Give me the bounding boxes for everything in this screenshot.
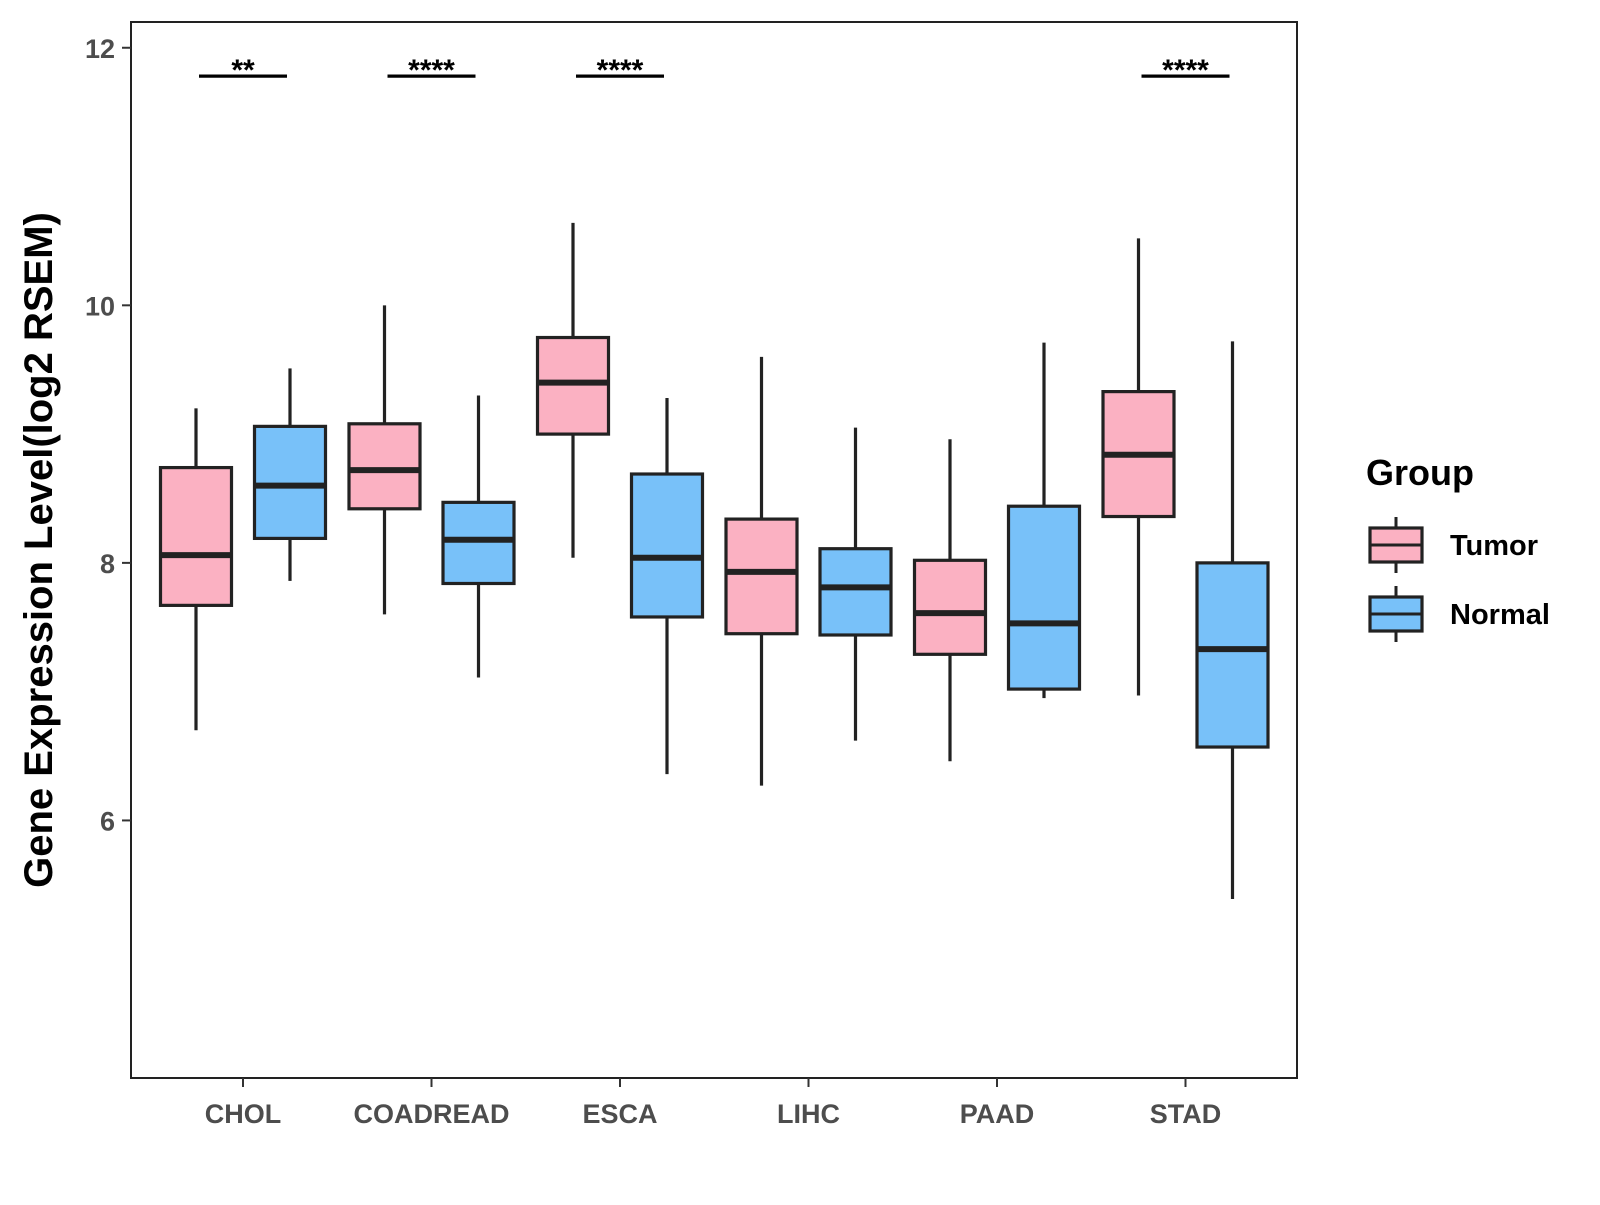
box-normal-esca [629, 398, 705, 775]
x-axis: CHOL COADREAD ESCA LIHC PAAD STAD [205, 1078, 1222, 1129]
box-normal-chol [252, 368, 328, 581]
legend-label: Normal [1450, 599, 1550, 631]
significance-label: **** [1162, 54, 1209, 87]
box-body [629, 472, 705, 619]
box-tumor-esca [535, 222, 611, 558]
x-tick-label: CHOL [205, 1099, 282, 1129]
box-tumor-lihc [724, 356, 799, 786]
y-tick-label: 12 [85, 34, 115, 64]
box-tumor-coadread [347, 305, 422, 615]
y-axis: 6 8 10 12 [85, 34, 131, 836]
box-tumor-stad [1101, 238, 1176, 696]
box-body [252, 424, 328, 541]
box-tumor-chol [158, 408, 234, 731]
x-tick-label: COADREAD [353, 1099, 509, 1129]
significance-label: **** [408, 54, 455, 87]
box-tumor-paad [912, 439, 988, 762]
x-tick-label: PAAD [960, 1099, 1035, 1129]
box-body [441, 500, 516, 586]
box-normal-lihc [818, 427, 893, 741]
box-body [535, 335, 611, 436]
plot-panel-border [130, 21, 1298, 1079]
box-normal-stad [1195, 341, 1270, 899]
box-normal-coadread [441, 395, 516, 678]
legend: Group Tumor Normal [1366, 452, 1550, 642]
legend-label: Tumor [1450, 530, 1538, 562]
y-tick-label: 8 [100, 549, 115, 579]
legend-title: Group [1366, 452, 1474, 493]
box-body [347, 422, 422, 511]
box-body [158, 465, 234, 607]
y-tick-label: 6 [100, 806, 115, 836]
x-tick-label: ESCA [582, 1099, 657, 1129]
significance-label: ** [231, 54, 255, 87]
box-normal-paad [1006, 342, 1082, 699]
y-axis-title: Gene Expression Level(log2 RSEM) [17, 212, 61, 888]
legend-item-normal: Normal [1368, 586, 1550, 642]
significance-label: **** [597, 54, 644, 87]
x-tick-label: STAD [1150, 1099, 1222, 1129]
box-body [1006, 504, 1082, 691]
box-body [818, 547, 893, 637]
significance-annotations: ** **** **** **** [199, 54, 1230, 87]
box-body [1195, 561, 1270, 749]
box-series [158, 222, 1270, 899]
x-tick-label: LIHC [777, 1099, 840, 1129]
legend-item-tumor: Tumor [1368, 517, 1538, 573]
box-body [912, 558, 988, 656]
box-body [724, 517, 799, 636]
y-tick-label: 10 [85, 291, 115, 321]
